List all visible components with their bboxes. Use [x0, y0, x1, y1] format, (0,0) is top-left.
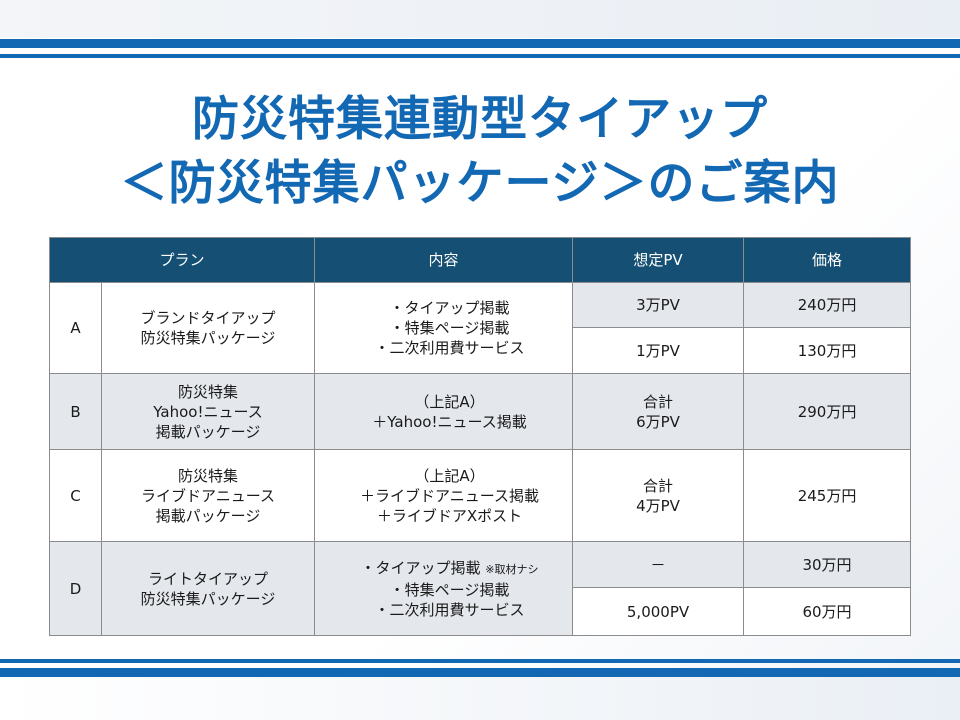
- plan-content-c: （上記A） ＋ライブドアニュース掲載 ＋ライブドアXポスト: [314, 449, 574, 542]
- table-row-a: A ブランドタイアップ 防災特集パッケージ ・タイアップ掲載 ・特集ページ掲載 …: [49, 282, 912, 374]
- plan-pv-a-1: 3万PV: [572, 282, 745, 328]
- plan-pv-d-2: 5,000PV: [572, 587, 745, 636]
- plan-pv-c: 合計 4万PV: [572, 449, 745, 542]
- plan-pv-b: 合計 6万PV: [572, 373, 745, 450]
- table-row-d: D ライトタイアップ 防災特集パッケージ ・タイアップ掲載 ※取材ナシ ・特集ペ…: [49, 541, 912, 636]
- top-stripe-thick: [0, 39, 960, 48]
- plan-price-a-2: 130万円: [743, 327, 912, 374]
- header-price: 価格: [743, 237, 912, 283]
- header-plan: プラン: [48, 237, 316, 283]
- table-row-a-sub: 1万PV 130万円: [50, 327, 912, 374]
- bottom-stripe-thick: [0, 668, 960, 677]
- plan-price-b: 290万円: [743, 373, 912, 450]
- title-line-2: ＜防災特集パッケージ＞のご案内: [120, 156, 840, 211]
- content-note: ※取材ナシ: [485, 562, 539, 576]
- header-pv: 想定PV: [572, 237, 745, 283]
- plan-price-d-1: 30万円: [743, 541, 912, 588]
- header-content: 内容: [314, 237, 574, 283]
- plan-pv-a-2: 1万PV: [572, 327, 745, 374]
- plan-id-b: B: [49, 373, 102, 450]
- top-header-band: [0, 0, 960, 38]
- plan-content-b: （上記A） ＋Yahoo!ニュース掲載: [314, 373, 574, 450]
- plan-table: プラン 内容 想定PV 価格 A ブランドタイアップ 防災特集パッケージ ・タイ…: [48, 237, 912, 636]
- plan-name-c: 防災特集 ライブドアニュース 掲載パッケージ: [100, 449, 316, 542]
- plan-name-d: ライトタイアップ 防災特集パッケージ: [100, 541, 316, 636]
- bottom-footer-band: [0, 677, 960, 720]
- table-row-c: C 防災特集 ライブドアニュース 掲載パッケージ （上記A） ＋ライブドアニュー…: [49, 449, 912, 542]
- page-title: 防災特集連動型タイアップ ＜防災特集パッケージ＞のご案内: [0, 88, 960, 216]
- plan-price-a-1: 240万円: [743, 282, 912, 328]
- plan-id-a: A: [49, 282, 102, 374]
- table-row-d-sub: 5,000PV 60万円: [50, 587, 912, 636]
- plan-name-a: ブランドタイアップ 防災特集パッケージ: [100, 282, 316, 374]
- plan-content-a: ・タイアップ掲載 ・特集ページ掲載 ・二次利用費サービス: [314, 282, 574, 374]
- plan-pv-d-1: －: [572, 541, 745, 588]
- plan-price-c: 245万円: [743, 449, 912, 542]
- plan-name-b: 防災特集 Yahoo!ニュース 掲載パッケージ: [100, 373, 316, 450]
- bottom-stripe-thin: [0, 659, 960, 663]
- table-row-b: B 防災特集 Yahoo!ニュース 掲載パッケージ （上記A） ＋Yahoo!ニ…: [49, 373, 912, 450]
- plan-price-d-2: 60万円: [743, 587, 912, 636]
- plan-content-d: ・タイアップ掲載 ※取材ナシ ・特集ページ掲載 ・二次利用費サービス: [314, 541, 574, 636]
- plan-id-c: C: [49, 449, 102, 542]
- plan-id-d: D: [49, 541, 102, 636]
- top-stripe-thin: [0, 54, 960, 58]
- table-header-row: プラン 内容 想定PV 価格: [48, 237, 912, 283]
- title-line-1: 防災特集連動型タイアップ: [192, 92, 768, 147]
